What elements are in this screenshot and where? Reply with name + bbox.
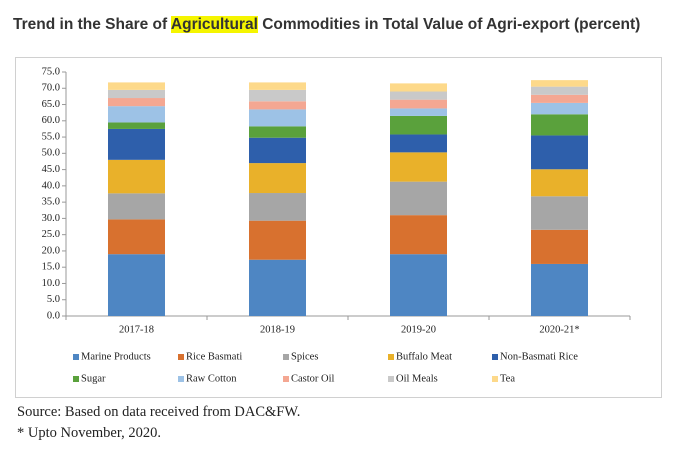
- bar-segment: [390, 215, 447, 255]
- bar-segment: [531, 229, 588, 264]
- bar-segment: [531, 169, 588, 197]
- bar-segment: [249, 137, 306, 164]
- bar-segment: [108, 98, 165, 107]
- y-tick-label: 60.0: [42, 115, 60, 126]
- legend-swatch: [283, 354, 289, 360]
- bar-segment: [249, 193, 306, 221]
- y-tick-label: 15.0: [42, 262, 60, 273]
- bar-segment: [390, 108, 447, 116]
- legend-label: Marine Products: [81, 351, 151, 362]
- bar-segment: [108, 122, 165, 129]
- bar-segment: [108, 82, 165, 90]
- bar-segment: [249, 259, 306, 316]
- legend-label: Raw Cotton: [186, 373, 237, 384]
- x-tick-label: 2017-18: [119, 324, 154, 335]
- bar-segment: [249, 89, 306, 102]
- legend-swatch: [388, 354, 394, 360]
- y-tick-label: 30.0: [42, 213, 60, 224]
- bar-segment: [531, 80, 588, 87]
- y-tick-label: 70.0: [42, 83, 60, 94]
- bar-segment: [531, 135, 588, 170]
- bar-segment: [108, 219, 165, 255]
- x-tick-label: 2020-21*: [539, 324, 579, 335]
- bar-segment: [249, 126, 306, 138]
- legend-label: Sugar: [81, 373, 106, 384]
- bar-segment: [390, 115, 447, 135]
- bar-segment: [249, 220, 306, 260]
- bar-segment: [531, 196, 588, 230]
- bar-segment: [390, 181, 447, 216]
- chart: 0.0 5.0 10.0 15.0 20.0 25.0 30.0 35.0 40.0 45.0 50…: [15, 57, 662, 398]
- bar-segment: [531, 86, 588, 95]
- heading-text: Trend in the Share of: [13, 16, 168, 33]
- legend-label: Spices: [291, 351, 318, 362]
- bar-segment: [108, 159, 165, 194]
- y-tick-label: 65.0: [42, 99, 60, 110]
- bar-segment: [531, 114, 588, 136]
- legend-label: Rice Basmati: [186, 351, 242, 362]
- x-tick-label: 2019-20: [401, 324, 436, 335]
- legend-label: Non-Basmati Rice: [500, 351, 578, 362]
- bar-segment: [108, 89, 165, 99]
- bar-segment: [108, 193, 165, 220]
- y-tick-label: 55.0: [42, 131, 60, 142]
- bar-segment: [108, 128, 165, 160]
- legend-swatch: [492, 354, 498, 360]
- legend-swatch: [73, 376, 79, 382]
- bar-segment: [390, 83, 447, 92]
- note: * Upto November, 2020.: [17, 425, 161, 441]
- y-tick-label: 35.0: [42, 197, 60, 208]
- y-tick-label: 5.0: [47, 294, 60, 305]
- y-tick-label: 50.0: [42, 148, 60, 159]
- x-tick-label: 2018-19: [260, 324, 295, 335]
- bar-segment: [249, 163, 306, 194]
- legend-label: Castor Oil: [291, 373, 335, 384]
- legend-swatch: [388, 376, 394, 382]
- legend-swatch: [178, 354, 184, 360]
- note: Source: Based on data received from DAC&…: [17, 404, 301, 420]
- y-tick-label: 10.0: [42, 278, 60, 289]
- y-tick-label: 25.0: [42, 229, 60, 240]
- y-tick-label: 75.0: [42, 66, 60, 77]
- heading: Trend in the Share of Agricultural Commo…: [13, 16, 640, 34]
- bar-segment: [531, 102, 588, 115]
- bar-segment: [531, 94, 588, 103]
- bar-segment: [390, 152, 447, 182]
- bar-segment: [249, 109, 306, 127]
- bar-segment: [390, 91, 447, 100]
- bar-segment: [390, 99, 447, 109]
- bar-segment: [108, 254, 165, 316]
- legend-label: Tea: [500, 373, 515, 384]
- bar-segment: [390, 134, 447, 153]
- y-tick-label: 40.0: [42, 180, 60, 191]
- bar-segment: [390, 254, 447, 316]
- bar-segment: [531, 263, 588, 316]
- bar-segment: [249, 82, 306, 90]
- legend-label: Buffalo Meat: [396, 351, 452, 362]
- y-tick-label: 0.0: [47, 310, 60, 321]
- bar-segment: [108, 106, 165, 123]
- y-tick-label: 20.0: [42, 245, 60, 256]
- legend-swatch: [73, 354, 79, 360]
- bar-segment: [249, 101, 306, 110]
- y-tick-label: 45.0: [42, 164, 60, 175]
- legend-label: Oil Meals: [396, 373, 438, 384]
- legend-swatch: [283, 376, 289, 382]
- legend-swatch: [178, 376, 184, 382]
- heading-highlight: Agricultural: [170, 16, 258, 33]
- legend-swatch: [492, 376, 498, 382]
- heading-text: Commodities in Total Value of Agri-expor…: [262, 16, 641, 33]
- notes: Source: Based on data received from DAC&…: [17, 402, 300, 444]
